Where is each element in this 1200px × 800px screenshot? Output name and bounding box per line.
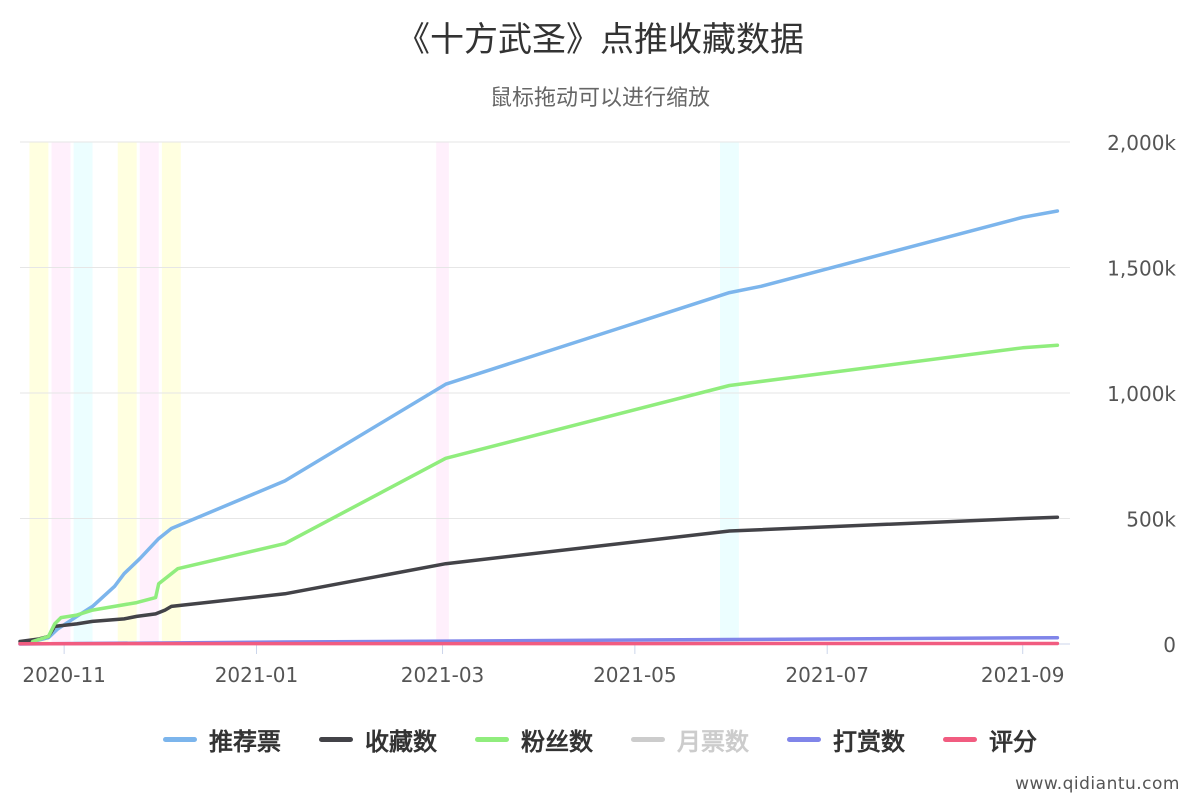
legend-label: 收藏数 — [365, 728, 437, 756]
series-line-0[interactable] — [30, 209, 1060, 644]
y-tick-label: 1,000k — [1107, 382, 1176, 406]
legend-item-4[interactable]: 打赏数 — [787, 722, 905, 757]
legend-swatch — [943, 737, 977, 742]
legend-swatch — [475, 737, 509, 742]
legend-label: 打赏数 — [833, 728, 905, 756]
x-tick-label: 2021-05 — [593, 663, 677, 687]
x-axis: 2020-11 2021-01 2021-03 2021-05 2021-07 2021-… — [22, 644, 1064, 687]
chart-title: 《十方武圣》点推收藏数据 — [396, 20, 804, 60]
legend-item-0[interactable]: 推荐票 — [163, 722, 281, 757]
legend-label: 粉丝数 — [521, 728, 593, 756]
legend-swatch — [163, 737, 197, 742]
legend-swatch — [631, 737, 665, 742]
x-tick-label: 2021-03 — [401, 663, 485, 687]
legend-swatch — [787, 737, 821, 742]
x-tick-label: 2021-01 — [215, 663, 299, 687]
series-lines — [18, 209, 1060, 646]
legend-item-5[interactable]: 评分 — [943, 722, 1037, 757]
legend: 推荐票 收藏数 粉丝数 月票数 打赏数 评分 — [0, 722, 1200, 757]
legend-item-1[interactable]: 收藏数 — [319, 722, 437, 757]
series-line-2[interactable] — [30, 343, 1060, 644]
y-tick-label: 0 — [1163, 633, 1176, 657]
watermark: www.qidiantu.com — [1015, 774, 1180, 794]
chart-subtitle: 鼠标拖动可以进行缩放 — [489, 86, 710, 111]
legend-swatch — [319, 737, 353, 742]
x-tick-label: 2021-07 — [785, 663, 869, 687]
y-tick-label: 1,500k — [1107, 257, 1176, 281]
legend-label: 推荐票 — [209, 728, 281, 756]
x-tick-label: 2020-11 — [22, 663, 106, 687]
legend-label: 评分 — [989, 728, 1037, 756]
legend-label: 月票数 — [677, 728, 749, 756]
legend-item-2[interactable]: 粉丝数 — [475, 722, 593, 757]
y-tick-label: 2,000k — [1107, 131, 1176, 155]
x-tick-label: 2021-09 — [981, 663, 1065, 687]
y-tick-label: 500k — [1126, 508, 1176, 532]
y-axis: 0 500k 1,000k 1,500k 2,000k — [1107, 131, 1176, 657]
legend-item-3[interactable]: 月票数 — [631, 722, 749, 757]
